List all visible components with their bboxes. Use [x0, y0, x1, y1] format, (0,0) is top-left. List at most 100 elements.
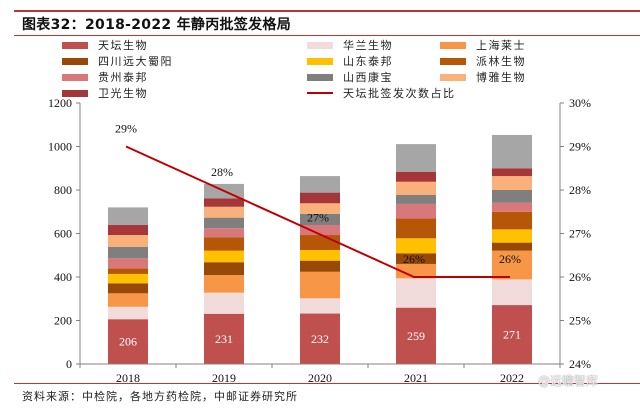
legend-item: 博雅生物: [440, 70, 526, 84]
y2-tick-label: 29%: [569, 140, 591, 154]
legend-swatch: [440, 73, 466, 81]
bar-segment: [204, 228, 244, 238]
bar-segment: [492, 211, 532, 230]
bar-segment: [396, 171, 436, 182]
bar-segment: [108, 319, 148, 364]
y2-tick-label: 25%: [569, 314, 591, 328]
bar-segment: [300, 250, 340, 261]
bar-segment: [300, 260, 340, 272]
bar-segment: [300, 192, 340, 204]
bar-segment: [396, 195, 436, 204]
legend-swatch: [62, 73, 88, 81]
legend-label: 天坛批签发次数占比: [343, 87, 456, 100]
bar-segment: [492, 190, 532, 203]
title-bar: 图表32：2018-2022 年静丙批签发格局: [14, 10, 640, 36]
bar-segment: [108, 258, 148, 269]
bar-segment: [396, 181, 436, 196]
bar-segment: [492, 202, 532, 212]
bar-value-label: 231: [215, 332, 233, 346]
source-note: 资料来源：中检院，各地方药检院，中邮证券研究所: [22, 390, 298, 403]
bar-segment: [108, 235, 148, 247]
legend-swatch: [62, 41, 88, 49]
legend-swatch: [307, 73, 333, 81]
legend-label: 山东泰邦: [343, 55, 393, 68]
legend-item: 派林生物: [440, 54, 526, 68]
bar-segment: [204, 262, 244, 276]
y2-tick-label: 24%: [569, 357, 591, 371]
legend-item: 华兰生物: [307, 38, 393, 52]
legend-item: 山东泰邦: [307, 54, 393, 68]
legend-swatch: [440, 41, 466, 49]
bar-segment: [204, 206, 244, 218]
bar-segment: [396, 238, 436, 254]
y-tick-label: 1000: [48, 140, 72, 154]
bar-segment: [204, 198, 244, 207]
bar-segment: [492, 250, 532, 280]
line-value-label: 27%: [307, 211, 329, 225]
y-tick-label: 1200: [48, 96, 72, 110]
y-tick-label: 400: [54, 270, 72, 284]
bar-segment: [204, 217, 244, 229]
y-tick-label: 600: [54, 227, 72, 241]
legend-item: 上海莱士: [440, 38, 526, 52]
bar-value-label: 232: [311, 332, 329, 346]
legend-item: 卫光生物: [62, 86, 148, 100]
legend-item: 天坛生物: [62, 38, 148, 52]
bar-segment: [396, 278, 436, 308]
bar-segment: [396, 307, 436, 364]
bar-segment: [300, 235, 340, 251]
y2-tick-label: 28%: [569, 183, 591, 197]
line-value-label: 26%: [403, 252, 425, 266]
legend-swatch: [307, 41, 333, 49]
line-value-label: 28%: [211, 165, 233, 179]
x-tick-label: 2018: [116, 371, 140, 385]
bar-segment: [108, 306, 148, 320]
legend-swatch: [62, 89, 88, 97]
legend-swatch: [62, 57, 88, 65]
bar-value-label: 206: [119, 335, 137, 349]
bar-segment: [204, 313, 244, 364]
bar-segment: [492, 176, 532, 190]
legend-swatch: [440, 57, 466, 65]
legend-label: 四川远大蜀阳: [98, 55, 173, 68]
legend: 天坛生物 华兰生物 上海莱士四川远大蜀阳 山东泰邦 派林生物贵州泰邦 山西康宝 博雅生物卫光…: [62, 38, 582, 100]
bar-segment: [108, 225, 148, 236]
bar-segment: [204, 292, 244, 314]
legend-item: 天坛批签发次数占比: [307, 86, 456, 100]
y-tick-label: 800: [54, 183, 72, 197]
legend-swatch: [307, 57, 333, 65]
bar-segment: [108, 273, 148, 284]
bar-segment: [396, 203, 436, 219]
bar-segment: [108, 246, 148, 259]
x-tick-label: 2022: [500, 371, 524, 385]
bar-segment: [300, 271, 340, 299]
y2-tick-label: 30%: [569, 96, 591, 110]
y-tick-label: 0: [66, 357, 72, 371]
bar-segment: [396, 253, 436, 264]
bar-segment: [396, 144, 436, 172]
bar-segment: [300, 298, 340, 314]
bar-segment: [108, 268, 148, 274]
x-tick-label: 2019: [212, 371, 236, 385]
bar-segment: [492, 134, 532, 169]
legend-item: 山西康宝: [307, 70, 393, 84]
bar-segment: [204, 275, 244, 293]
watermark: @远瞻智库: [538, 374, 599, 388]
line-value-label: 26%: [499, 252, 521, 266]
bar-segment: [108, 293, 148, 307]
x-tick-label: 2021: [404, 371, 428, 385]
bar-segment: [492, 242, 532, 251]
bar-segment: [396, 263, 436, 279]
x-tick-label: 2020: [308, 371, 332, 385]
legend-label: 贵州泰邦: [98, 71, 148, 84]
bar-segment: [492, 305, 532, 364]
y2-tick-label: 26%: [569, 270, 591, 284]
bar-segment: [108, 207, 148, 226]
bar-segment: [492, 168, 532, 177]
bar-segment: [300, 213, 340, 226]
bar-segment: [300, 176, 340, 193]
legend-label: 博雅生物: [476, 71, 526, 84]
legend-label: 山西康宝: [343, 71, 393, 84]
bar-segment: [108, 283, 148, 294]
